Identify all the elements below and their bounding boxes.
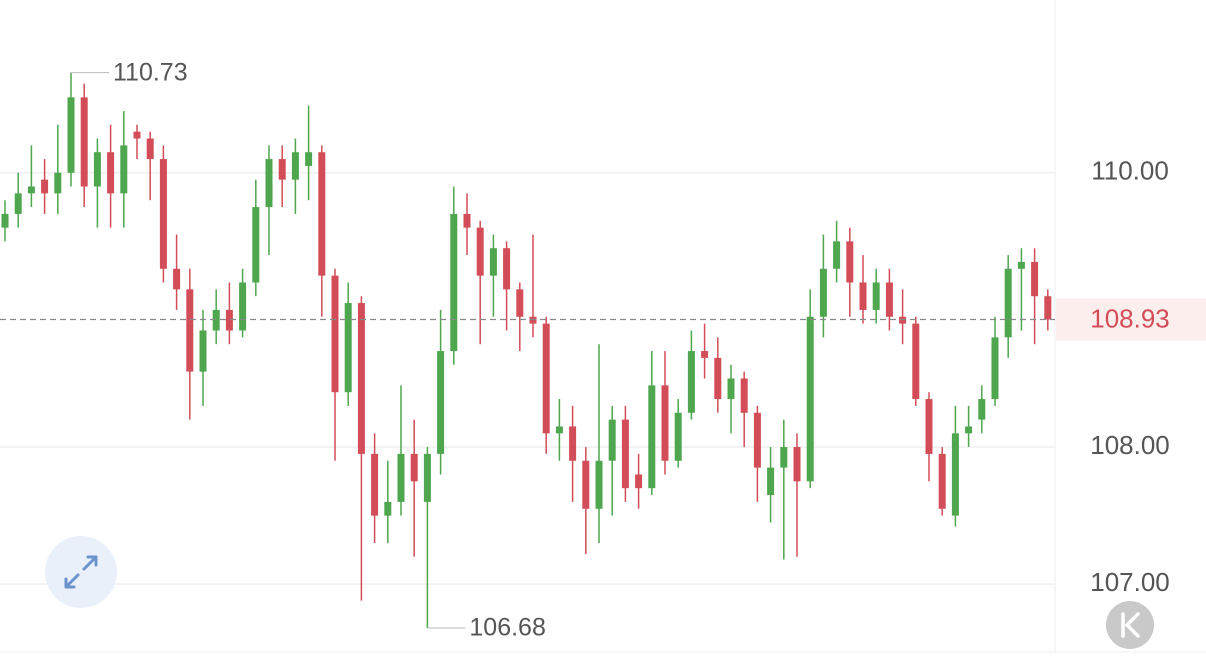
candle-body [107, 152, 115, 194]
candle-body [912, 323, 920, 400]
candle-body [450, 213, 458, 352]
candle-body [67, 97, 75, 173]
candle-body [951, 433, 959, 516]
candle-body [371, 453, 379, 516]
candle-body [925, 399, 933, 454]
candle-body [476, 227, 484, 276]
candle-body [80, 97, 88, 187]
candle-body [687, 351, 695, 413]
candle-body [120, 145, 128, 194]
candle-body [938, 453, 946, 509]
candle-body [635, 474, 643, 489]
candle-body [146, 138, 154, 160]
grid: 110.00 108.00 107.00 [0, 156, 1170, 597]
expand-button[interactable] [45, 536, 117, 608]
candle-body [899, 316, 907, 324]
expand-button-bg[interactable] [45, 536, 117, 608]
candle-body [41, 179, 49, 194]
candle-body [701, 351, 709, 358]
candle-body [54, 172, 62, 194]
low-marker-label: 106.68 [469, 614, 545, 642]
candle-body [608, 419, 616, 461]
candle-body [225, 309, 233, 331]
candle-body [212, 309, 220, 331]
candle-body [965, 426, 973, 434]
candle-body [819, 268, 827, 317]
candle-body [437, 351, 445, 454]
candle-body [595, 460, 603, 509]
last-price-label: 108.93 [1090, 303, 1170, 333]
candle-body [872, 282, 880, 310]
candle-body [1004, 268, 1012, 338]
high-marker-label: 110.73 [113, 58, 188, 86]
candle-body [714, 357, 722, 400]
candle-body [569, 426, 577, 461]
candle-body [14, 193, 22, 214]
overlay: 110.73 106.68 108.93 [0, 58, 1206, 642]
candle-body [357, 303, 365, 454]
candle-body [674, 412, 682, 461]
candle-body [806, 316, 814, 482]
candle-body [331, 275, 339, 393]
candle-body [1017, 261, 1025, 269]
candle-body [93, 152, 101, 187]
candle-body [727, 378, 735, 400]
candle-body [384, 501, 392, 516]
candle-body [542, 323, 550, 434]
candle-body [410, 453, 418, 482]
y-tick-label: 107.00 [1090, 567, 1170, 597]
candle-body [278, 159, 286, 180]
candle-body [582, 460, 590, 509]
candles [1, 72, 1052, 629]
candle-body [291, 152, 299, 180]
candle-body [516, 289, 524, 317]
candle-body [833, 241, 841, 269]
candle-body [463, 213, 471, 228]
candle-body [991, 337, 999, 400]
candle-body [978, 399, 986, 420]
candle-body [1, 213, 9, 228]
candle-body [1044, 296, 1052, 320]
candle-body [252, 207, 260, 283]
candle-body [1031, 261, 1039, 297]
candle-body [753, 412, 761, 468]
candle-body [767, 467, 775, 496]
candle-body [489, 248, 497, 276]
candle-body [27, 186, 35, 194]
candle-body [529, 316, 537, 324]
candle-body [503, 248, 511, 290]
expand-icon [64, 555, 98, 589]
scroll-latest-button[interactable] [1106, 601, 1154, 649]
candle-body [199, 330, 207, 372]
candle-body [397, 453, 405, 502]
candle-body [423, 453, 431, 502]
candle-body [621, 419, 629, 489]
candle-body [186, 289, 194, 372]
candle-body [661, 385, 669, 461]
candle-body [846, 241, 854, 283]
candle-body [318, 152, 326, 276]
candle-body [265, 159, 273, 208]
y-tick-label: 110.00 [1091, 156, 1169, 186]
candle-body [305, 152, 313, 166]
candle-body [555, 426, 563, 434]
candle-body [239, 282, 247, 331]
candle-body [133, 131, 141, 139]
candle-body [740, 378, 748, 413]
candle-body [344, 303, 352, 393]
scroll-latest-bg[interactable] [1106, 601, 1154, 649]
candle-body [793, 447, 801, 482]
candle-body [859, 282, 867, 310]
candle-body [780, 447, 788, 468]
candle-body [648, 385, 656, 489]
y-tick-label: 108.00 [1090, 430, 1170, 460]
candle-body [885, 282, 893, 317]
candle-body [173, 268, 181, 290]
last-price-bg [1056, 298, 1206, 341]
candle-body [159, 159, 167, 269]
scroll-latest-icon [1121, 612, 1140, 638]
